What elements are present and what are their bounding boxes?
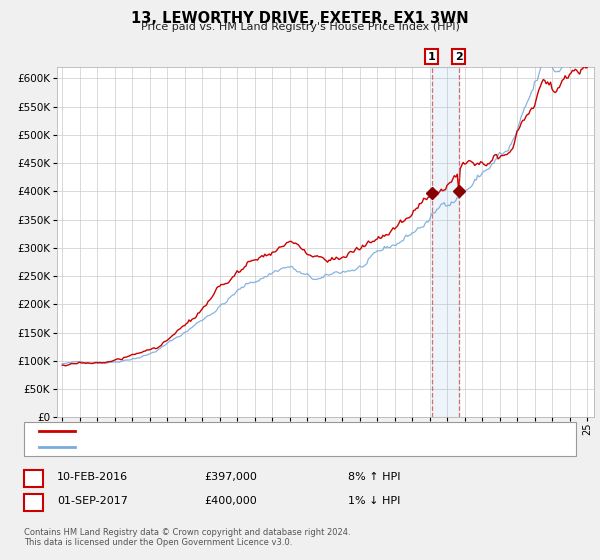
Bar [431, 67, 459, 417]
Text: Price paid vs. HM Land Registry's House Price Index (HPI): Price paid vs. HM Land Registry's House … [140, 22, 460, 32]
Text: £397,000: £397,000 [204, 472, 257, 482]
Text: 1: 1 [29, 470, 38, 484]
Text: This data is licensed under the Open Government Licence v3.0.: This data is licensed under the Open Gov… [24, 538, 292, 547]
Text: 1: 1 [428, 52, 436, 62]
Text: 10-FEB-2016: 10-FEB-2016 [57, 472, 128, 482]
Text: 13, LEWORTHY DRIVE, EXETER, EX1 3WN (detached house): 13, LEWORTHY DRIVE, EXETER, EX1 3WN (det… [81, 426, 371, 436]
Text: Contains HM Land Registry data © Crown copyright and database right 2024.: Contains HM Land Registry data © Crown c… [24, 528, 350, 536]
Text: 2: 2 [455, 52, 463, 62]
Text: 8% ↑ HPI: 8% ↑ HPI [348, 472, 401, 482]
Text: £400,000: £400,000 [204, 496, 257, 506]
Text: 13, LEWORTHY DRIVE, EXETER, EX1 3WN: 13, LEWORTHY DRIVE, EXETER, EX1 3WN [131, 11, 469, 26]
Text: HPI: Average price, detached house, East Devon: HPI: Average price, detached house, East… [81, 442, 317, 452]
Text: 01-SEP-2017: 01-SEP-2017 [57, 496, 128, 506]
Text: 1% ↓ HPI: 1% ↓ HPI [348, 496, 400, 506]
Text: 2: 2 [29, 494, 38, 508]
